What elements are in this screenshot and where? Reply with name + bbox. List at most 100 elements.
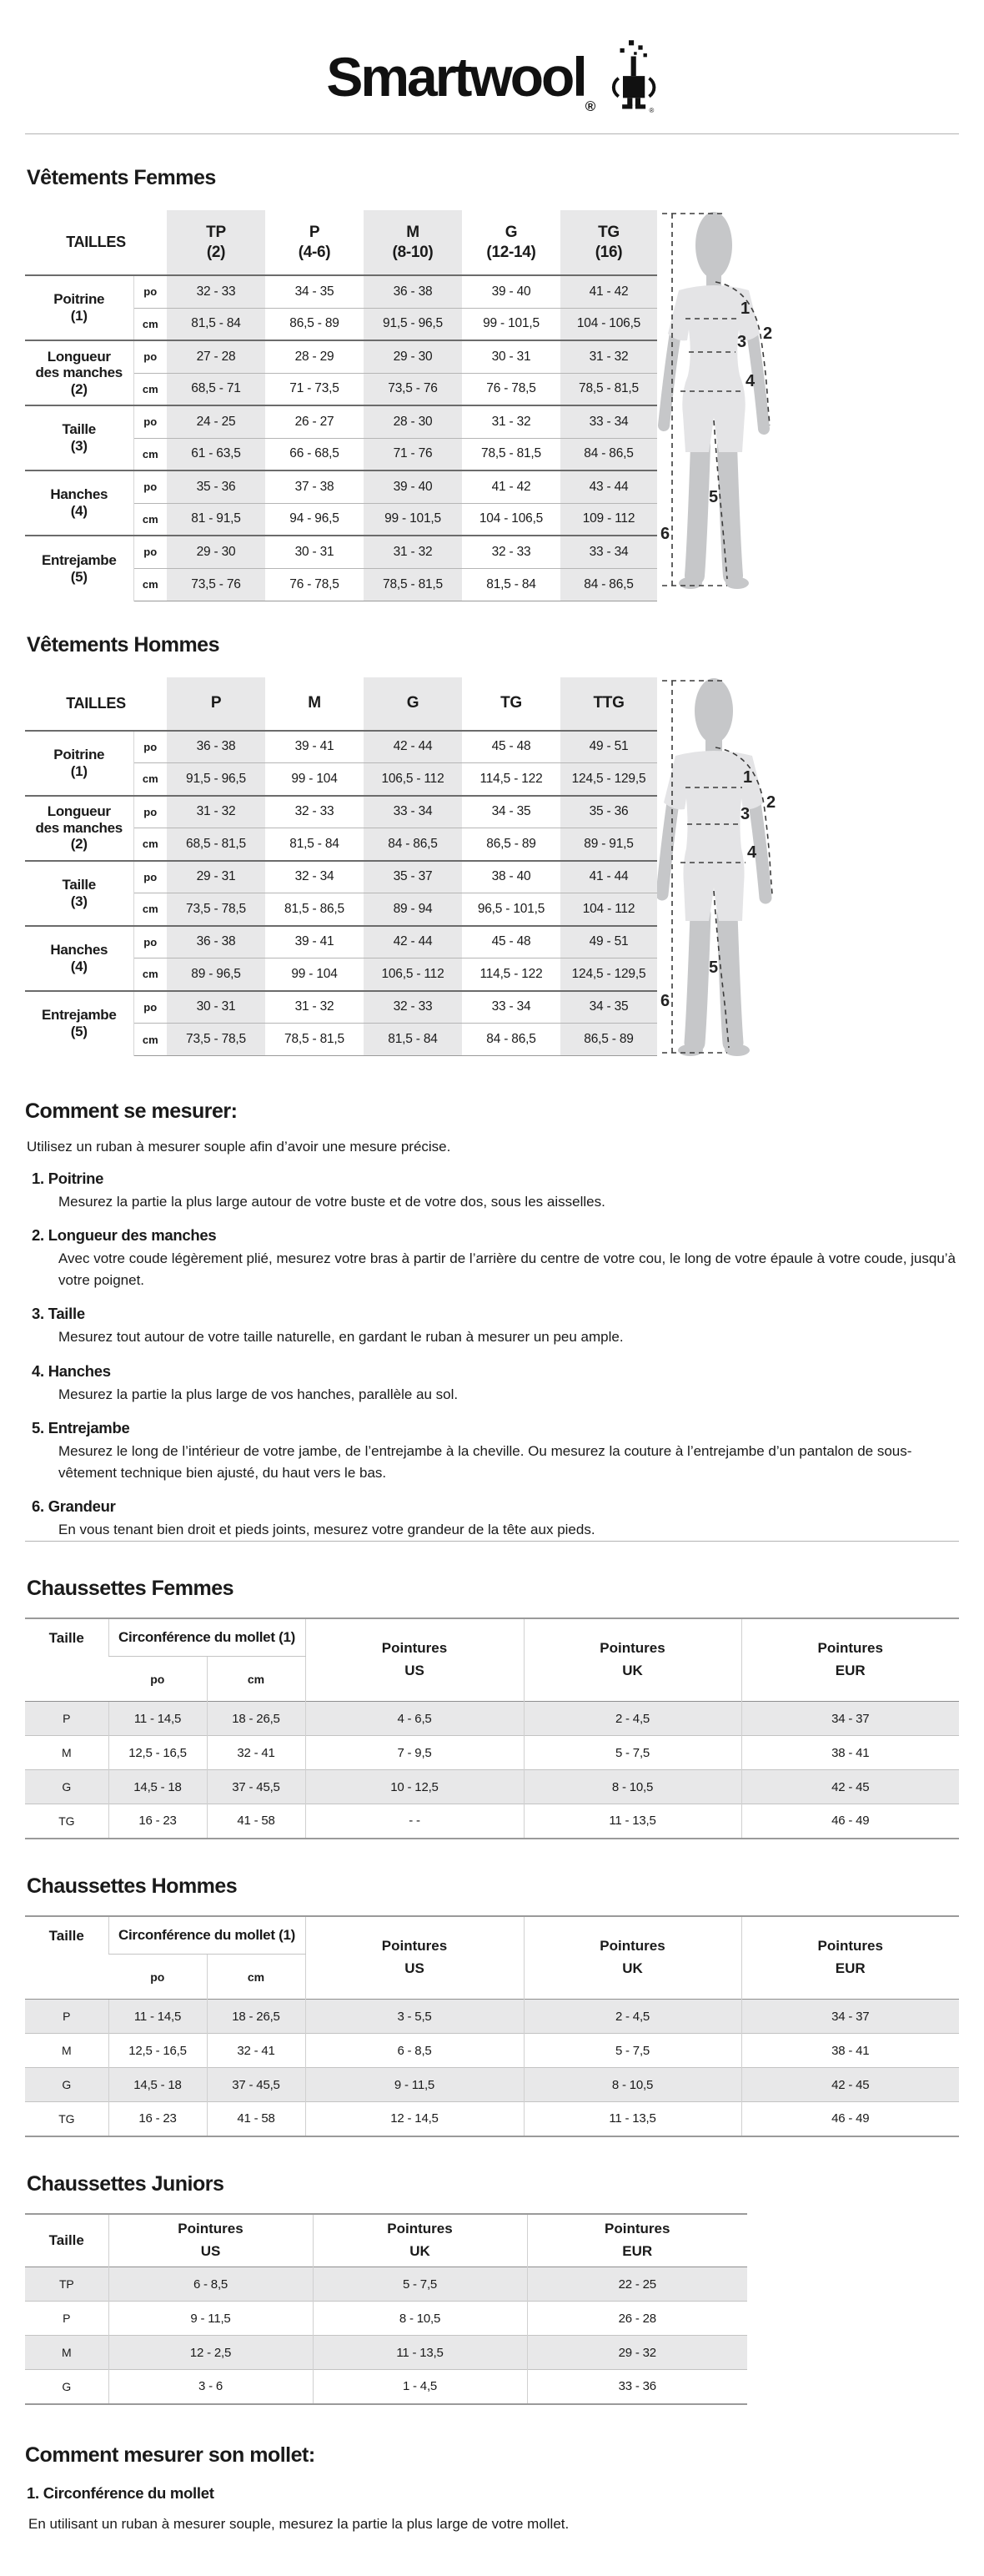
- table-cell: 39 - 40: [364, 470, 462, 503]
- size-name: P: [309, 223, 320, 241]
- measure-label-cell: Taille (3): [25, 405, 134, 470]
- sleeve-measure-line: [715, 746, 773, 894]
- table-cell: 99 - 101,5: [462, 307, 560, 340]
- table-row: Longueur des manches (2) po 27 - 28 28 - …: [25, 340, 657, 405]
- table-cell: P: [25, 1701, 108, 1736]
- figure-label-1: 1: [743, 768, 752, 787]
- taille-header: Taille: [48, 1629, 84, 1646]
- measure-item-heading: 2. Longueur des manches: [32, 1226, 217, 1244]
- men-clothing-table: TAILLES P M G TG TTG Poitrine (1) po 36 -…: [25, 677, 657, 1056]
- table-row: P 11 - 14,5 18 - 26,5 3 - 5,5 2 - 4,5 34…: [25, 1999, 959, 2034]
- size-range: (16): [595, 243, 623, 261]
- table-cell: 43 - 44: [560, 470, 657, 503]
- measure-label-cell: Poitrine (1): [25, 274, 134, 340]
- table-cell: 104 - 106,5: [462, 502, 560, 536]
- figure-label-6: 6: [660, 992, 670, 1010]
- measure-label-cell: Taille (3): [25, 859, 134, 926]
- table-cell: 11 - 14,5: [108, 1999, 207, 2034]
- table-row: G 14,5 - 18 37 - 45,5 9 - 11,5 8 - 10,5 …: [25, 2067, 959, 2102]
- section-how-to-measure: Comment se mesurer: Utilisez un ruban à …: [25, 1099, 959, 1541]
- size-col-header: G: [364, 677, 462, 731]
- table-cell: 104 - 112: [560, 893, 657, 926]
- figure-label-3: 3: [737, 333, 746, 351]
- table-cell: - -: [304, 1804, 524, 1839]
- header-logo: Smartwool® ®: [25, 0, 959, 133]
- table-cell: 8 - 10,5: [312, 2301, 527, 2336]
- pointures-uk-header: Pointures UK: [312, 2213, 527, 2267]
- size-col-header: P: [167, 677, 265, 731]
- calf-circumference-header: Circonférence du mollet (1): [108, 1618, 305, 1657]
- unit-label: po: [133, 794, 167, 828]
- section-title: Comment se mesurer:: [25, 1099, 238, 1123]
- table-cell: 81,5 - 84: [265, 828, 364, 861]
- table-cell: 33 - 34: [364, 794, 462, 828]
- table-cell: 99 - 104: [265, 958, 364, 991]
- unit-label: cm: [133, 372, 167, 405]
- table-cell: 3 - 6: [108, 2369, 313, 2404]
- sizes-header: TAILLES: [66, 234, 126, 250]
- table-cell: 11 - 13,5: [523, 2101, 741, 2136]
- sleeve-measure-line: [715, 281, 771, 426]
- table-row: G 3 - 6 1 - 4,5 33 - 36: [25, 2369, 747, 2404]
- table-row: TG 16 - 23 41 - 58 12 - 14,5 11 - 13,5 4…: [25, 2101, 959, 2136]
- table-cell: 22 - 25: [526, 2267, 747, 2302]
- table-cell: 37 - 45,5: [206, 1769, 305, 1804]
- table-cell: 89 - 94: [364, 893, 462, 926]
- table-cell: 8 - 10,5: [523, 1769, 741, 1804]
- table-cell: 27 - 28: [167, 340, 265, 373]
- pointures-eur-header: Pointures EUR: [741, 1915, 959, 2000]
- divider: [25, 1540, 959, 1542]
- pointures-uk-header: Pointures UK: [523, 1618, 741, 1702]
- women-clothing-table: TAILLES TP (2) P (4-6) M (8-10) G (12-14) TG…: [25, 210, 657, 601]
- table-row: TP 6 - 8,5 5 - 7,5 22 - 25: [25, 2267, 747, 2302]
- table-cell: 26 - 28: [526, 2301, 747, 2336]
- table-cell: 9 - 11,5: [304, 2067, 524, 2102]
- measure-item-text: Mesurez tout autour de votre taille natu…: [58, 1329, 624, 1345]
- table-cell: 9 - 11,5: [108, 2301, 313, 2336]
- table-cell: 81,5 - 84: [167, 307, 265, 340]
- size-col-header: P (4-6): [265, 210, 364, 275]
- figure-label-6: 6: [660, 525, 670, 543]
- table-cell: 31 - 32: [364, 535, 462, 568]
- table-cell: M: [25, 1735, 108, 1770]
- measure-label-cell: Longueur des manches (2): [25, 340, 134, 405]
- measure-item: 1. Poitrine Mesurez la partie la plus la…: [25, 1170, 959, 1213]
- size-col-header: TG: [500, 694, 522, 712]
- table-cell: 68,5 - 71: [167, 372, 265, 405]
- table-cell: 2 - 4,5: [523, 1999, 741, 2034]
- table-cell: 81 - 91,5: [167, 502, 265, 536]
- table-cell: 84 - 86,5: [364, 828, 462, 861]
- table-cell: 114,5 - 122: [462, 762, 560, 796]
- table-cell: 26 - 27: [265, 405, 364, 438]
- table-cell: 5 - 7,5: [523, 1735, 741, 1770]
- figure-label-3: 3: [741, 805, 750, 823]
- table-cell: 81,5 - 84: [462, 567, 560, 601]
- table-cell: 32 - 33: [364, 989, 462, 1024]
- size-col-header: TG (16): [560, 210, 657, 275]
- measure-item-heading: 3. Taille: [32, 1305, 85, 1322]
- size-name: G: [505, 223, 518, 241]
- table-cell: 89 - 91,5: [560, 828, 657, 861]
- table-cell: 31 - 32: [265, 989, 364, 1024]
- table-cell: 86,5 - 89: [560, 1023, 657, 1056]
- table-cell: 86,5 - 89: [265, 307, 364, 340]
- table-cell: 61 - 63,5: [167, 437, 265, 470]
- table-cell: 76 - 78,5: [462, 372, 560, 405]
- table-cell: 11 - 13,5: [523, 1804, 741, 1839]
- section-women-socks: Chaussettes Femmes Taille Circonférence …: [25, 1577, 959, 1839]
- table-cell: 38 - 40: [462, 859, 560, 893]
- table-cell: 32 - 33: [462, 535, 560, 568]
- table-cell: 35 - 36: [167, 470, 265, 503]
- table-cell: 71 - 76: [364, 437, 462, 470]
- table-cell: 89 - 96,5: [167, 958, 265, 991]
- table-cell: 84 - 86,5: [462, 1023, 560, 1056]
- calf-circumference-header: Circonférence du mollet (1): [108, 1915, 305, 1955]
- measure-item: 2. Longueur des manches Avec votre coude…: [25, 1226, 959, 1291]
- table-cell: 42 - 45: [741, 1769, 959, 1804]
- table-cell: 94 - 96,5: [265, 502, 364, 536]
- table-cell: 35 - 37: [364, 859, 462, 893]
- size-col-header: TP (2): [167, 210, 265, 275]
- table-cell: 33 - 34: [462, 989, 560, 1024]
- unit-label: cm: [133, 502, 167, 536]
- table-cell: TP: [25, 2267, 108, 2302]
